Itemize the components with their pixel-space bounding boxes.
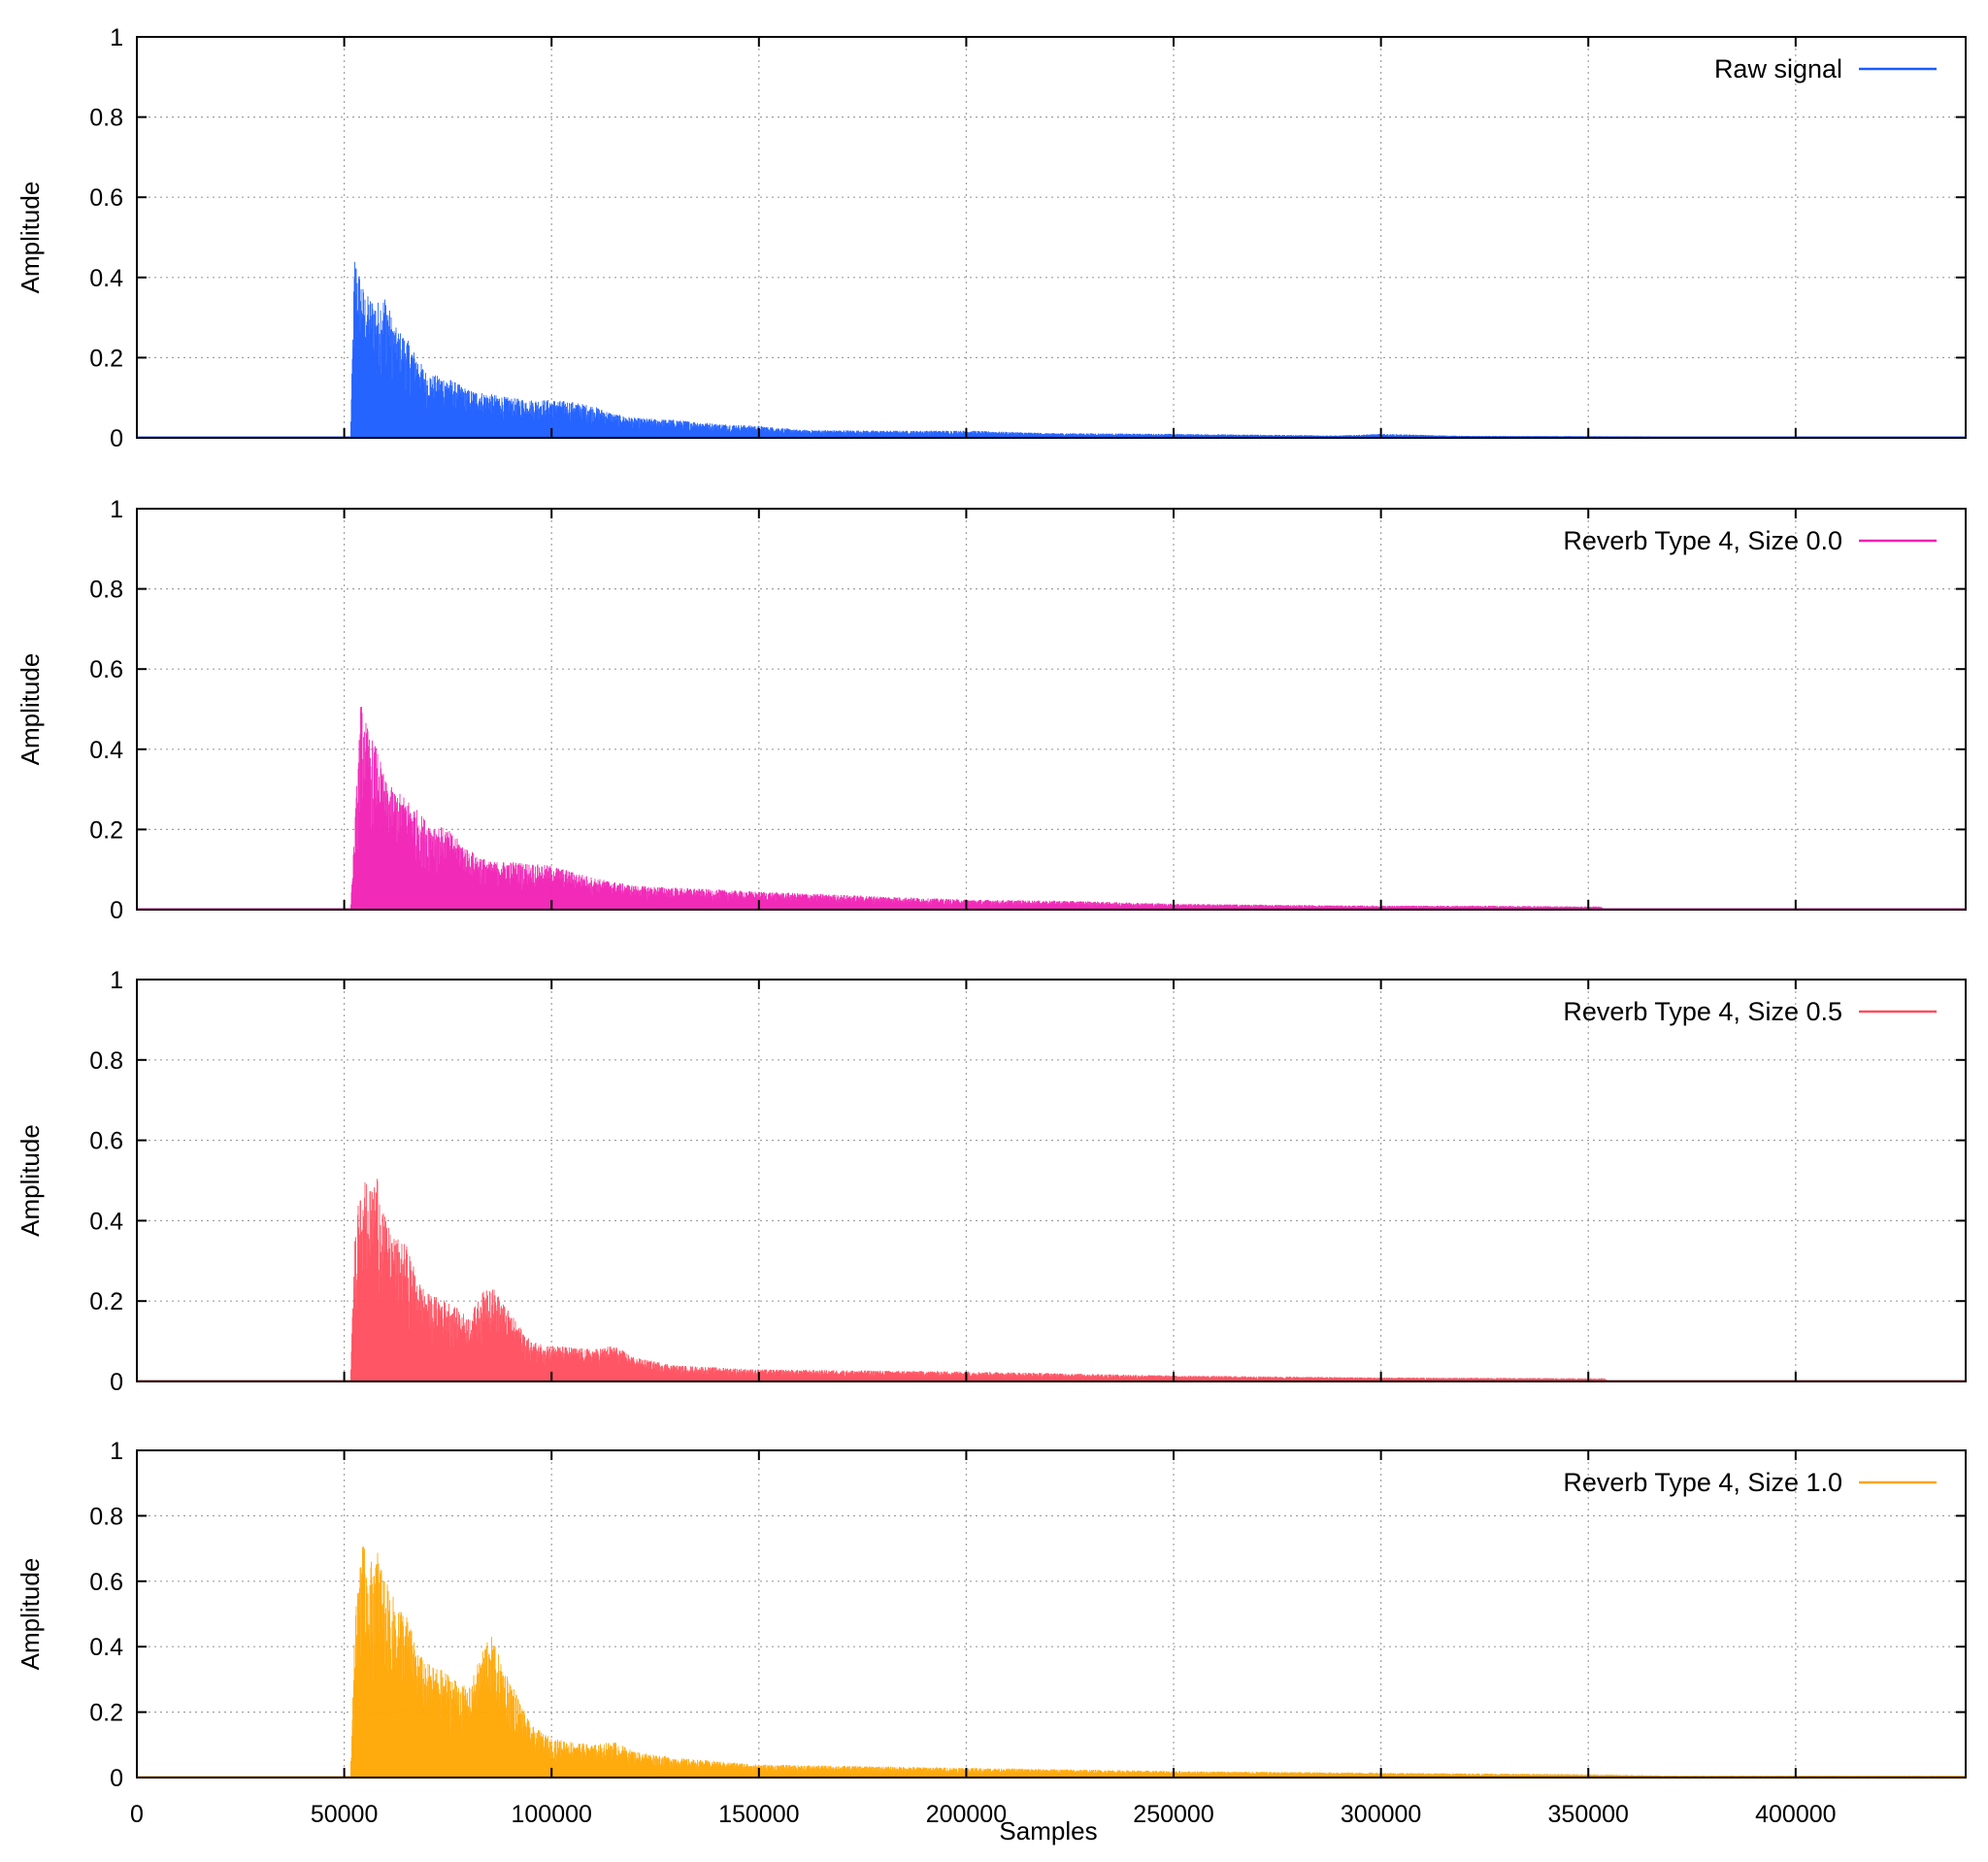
x-tick-label: 350000 — [1548, 1801, 1629, 1828]
x-tick-label: 100000 — [511, 1801, 591, 1828]
y-tick-label: 0.6 — [89, 184, 123, 212]
y-tick-label: 0.4 — [89, 265, 123, 292]
panel-4: 0 0.2 0.4 0.6 0.8 1 Amplitude Reverb Type 4, Si… — [16, 1438, 1967, 1792]
legend-label: Reverb Type 4, Size 0.0 — [1563, 526, 1842, 555]
legend-label: Reverb Type 4, Size 1.0 — [1563, 1468, 1842, 1497]
y-axis-title: Amplitude — [16, 182, 45, 294]
y-tick-label: 0.2 — [89, 1700, 123, 1727]
x-tick-label: 250000 — [1133, 1801, 1213, 1828]
x-tick-label: 150000 — [718, 1801, 799, 1828]
y-tick-label: 1 — [110, 1438, 123, 1465]
y-tick-label: 0.8 — [89, 105, 123, 132]
y-tick-label: 0.6 — [89, 1569, 123, 1596]
x-tick-label: 300000 — [1341, 1801, 1421, 1828]
y-tick-label: 0.4 — [89, 1634, 123, 1661]
y-axis-title: Amplitude — [16, 1558, 45, 1671]
panel-2: 0 0.2 0.4 0.6 0.8 1 Amplitude Reverb Type 4, Si… — [16, 496, 1967, 924]
y-tick-label: 1 — [110, 967, 123, 994]
x-tick-label: 0 — [130, 1801, 144, 1828]
panel-3: 0 0.2 0.4 0.6 0.8 1 Amplitude Reverb Type 4, Si… — [16, 967, 1967, 1396]
y-tick-label: 0.8 — [89, 1503, 123, 1530]
x-tick-label: 50000 — [311, 1801, 379, 1828]
y-tick-label: 1 — [110, 24, 123, 51]
plot-frame — [136, 1449, 1967, 1779]
x-axis-title: Samples — [999, 1816, 1097, 1845]
y-tick-label: 0 — [110, 425, 123, 452]
signal-trace — [350, 707, 1606, 910]
panel-1: 0 0.2 0.4 0.6 0.8 1 Amplitude Raw signal — [16, 24, 1967, 452]
plot-frame — [136, 979, 1967, 1382]
plot-frame — [136, 508, 1967, 911]
y-tick-label: 0.6 — [89, 1128, 123, 1155]
y-tick-label: 1 — [110, 496, 123, 523]
y-tick-label: 0.4 — [89, 1208, 123, 1235]
y-tick-label: 0.8 — [89, 1047, 123, 1075]
y-tick-label: 0 — [110, 1369, 123, 1396]
y-tick-label: 0.2 — [89, 816, 123, 844]
y-axis-title: Amplitude — [16, 1124, 45, 1237]
x-tick-label: 400000 — [1755, 1801, 1836, 1828]
plot-frame — [136, 36, 1967, 439]
y-axis-title: Amplitude — [16, 653, 45, 766]
y-tick-label: 0.6 — [89, 656, 123, 683]
y-tick-label: 0 — [110, 897, 123, 924]
signal-trace — [350, 261, 1655, 438]
legend-label: Reverb Type 4, Size 0.5 — [1563, 997, 1842, 1026]
y-tick-label: 0.2 — [89, 1288, 123, 1315]
y-tick-label: 0.4 — [89, 737, 123, 764]
signal-trace — [350, 1179, 1609, 1381]
x-tick-label: 200000 — [926, 1801, 1007, 1828]
y-tick-label: 0.8 — [89, 577, 123, 604]
y-tick-label: 0 — [110, 1765, 123, 1792]
legend-label: Raw signal — [1714, 54, 1842, 83]
y-tick-label: 0.2 — [89, 345, 123, 372]
